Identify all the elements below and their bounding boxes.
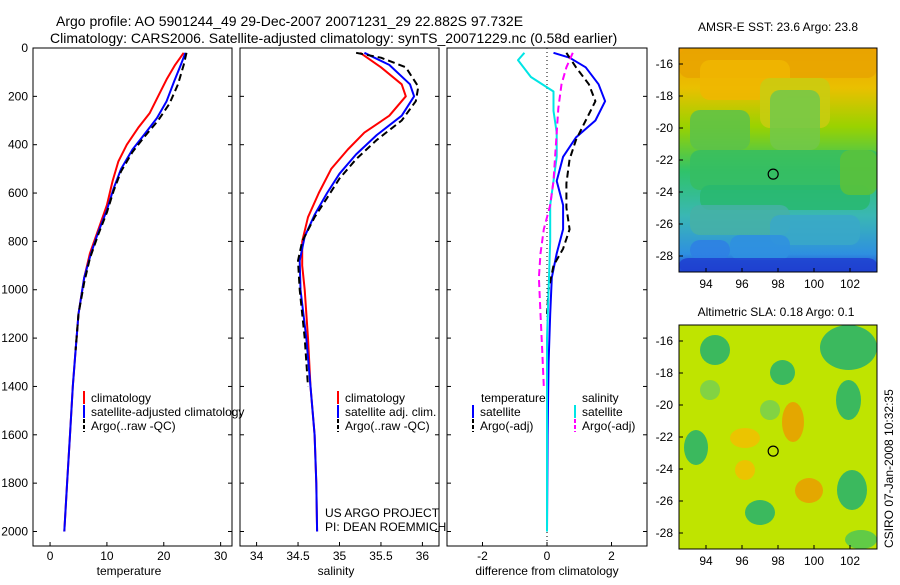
project-annotation-line1: US ARGO PROJECT bbox=[325, 506, 440, 520]
sla-map-ytick-label: -20 bbox=[656, 398, 674, 412]
sst-map-ytick-label: -18 bbox=[656, 89, 674, 103]
figure-title-line2: Climatology: CARS2006. Satellite-adjuste… bbox=[50, 30, 617, 46]
temperature-axes-frame bbox=[32, 47, 233, 547]
sst-map-xtick-label: 96 bbox=[735, 277, 749, 291]
legend-label-satellite-adjusted: satellite-adjusted climatology bbox=[91, 405, 244, 419]
sla-map-title: Altimetric SLA: 0.18 Argo: 0.1 bbox=[698, 305, 855, 319]
legend-label-sal-satellite: satellite bbox=[582, 405, 623, 419]
difference-series-group bbox=[517, 51, 607, 532]
profile-lines-layer bbox=[63, 51, 607, 532]
depth-tick-label: 600 bbox=[8, 186, 28, 200]
difference-xtick-label: 0 bbox=[544, 549, 551, 563]
depth-tick-label: 1600 bbox=[1, 428, 28, 442]
depth-tick-label: 1800 bbox=[1, 476, 28, 490]
sla-map-ytick-label: -28 bbox=[656, 526, 674, 540]
depth-tick-label: 800 bbox=[8, 234, 28, 248]
credit-timestamp: CSIRO 07-Jan-2008 10:32:35 bbox=[882, 389, 896, 548]
salinity-xtick-label: 36 bbox=[416, 549, 430, 563]
difference-series-line-3 bbox=[537, 52, 574, 387]
sla-map-ytick-label: -26 bbox=[656, 494, 674, 508]
difference-legend: temperature salinity satellite Argo(-adj… bbox=[472, 391, 635, 433]
legend-label-satellite-adj: satellite adj. clim. bbox=[345, 405, 436, 419]
legend-label-temp-argo: Argo(-adj) bbox=[480, 419, 533, 433]
salinity-xtick-label: 34 bbox=[250, 549, 264, 563]
difference-series-line-1 bbox=[546, 52, 597, 314]
difference-xtick-label: 2 bbox=[608, 549, 615, 563]
salinity-xtick-label: 34.5 bbox=[286, 549, 310, 563]
sla-map-ytick-label: -22 bbox=[656, 430, 674, 444]
legend-header-salinity: salinity bbox=[582, 391, 619, 405]
temperature-xtick-label: 30 bbox=[214, 549, 228, 563]
sst-map-ytick-label: -28 bbox=[656, 249, 674, 263]
sla-map-ytick-label: -16 bbox=[656, 334, 674, 348]
temperature-xtick-label: 10 bbox=[100, 549, 114, 563]
salinity-series-line-1 bbox=[298, 51, 416, 532]
axis-ticks-layer: 0 10 20 30020040060080010001200140016001800… bbox=[1, 41, 647, 563]
legend-label-climatology: climatology bbox=[345, 391, 405, 405]
sla-map-xtick-label: 100 bbox=[804, 554, 824, 568]
legend-label-argo: Argo(..raw -QC) bbox=[91, 419, 176, 433]
figure-title-line1: Argo profile: AO 5901244_49 29-Dec-2007 … bbox=[56, 13, 523, 29]
sst-map-xtick-label: 94 bbox=[699, 277, 713, 291]
sst-map-image bbox=[679, 48, 877, 272]
difference-series-line-2 bbox=[517, 52, 558, 532]
sla-map-xtick-label: 102 bbox=[840, 554, 860, 568]
salinity-xtick-label: 35.5 bbox=[369, 549, 393, 563]
temperature-xtick-label: 20 bbox=[157, 549, 171, 563]
project-annotation-line2: PI: DEAN ROEMMICH bbox=[325, 520, 446, 534]
difference-xtick-label: -2 bbox=[477, 549, 488, 563]
sst-map-xtick-label: 100 bbox=[804, 277, 824, 291]
legend-label-temp-satellite: satellite bbox=[480, 405, 521, 419]
sla-map-ytick-label: -18 bbox=[656, 366, 674, 380]
sst-map-xtick-label: 98 bbox=[771, 277, 785, 291]
sla-map-xtick-label: 94 bbox=[699, 554, 713, 568]
sla-map-xtick-label: 98 bbox=[771, 554, 785, 568]
depth-tick-label: 1400 bbox=[1, 379, 28, 393]
legend-label-sal-argo: Argo(-adj) bbox=[582, 419, 635, 433]
salinity-xtick-label: 35 bbox=[333, 549, 347, 563]
salinity-axes-frame bbox=[239, 47, 440, 547]
sst-map-ytick-label: -26 bbox=[656, 217, 674, 231]
sla-argo-location-marker bbox=[767, 445, 779, 457]
temperature-series-line-2 bbox=[74, 52, 188, 351]
temperature-xlabel: temperature bbox=[97, 564, 162, 578]
sst-map-xtick-label: 102 bbox=[840, 277, 860, 291]
sst-map-ytick-label: -22 bbox=[656, 153, 674, 167]
sst-map-title: AMSR-E SST: 23.6 Argo: 23.8 bbox=[698, 20, 858, 34]
temperature-legend: climatology satellite-adjusted climatolo… bbox=[83, 391, 244, 433]
sla-map-xtick-label: 96 bbox=[735, 554, 749, 568]
legend-header-temperature: temperature bbox=[481, 391, 546, 405]
sla-map-image bbox=[679, 325, 877, 549]
sst-map-ytick-label: -24 bbox=[656, 185, 674, 199]
legend-label-climatology: climatology bbox=[91, 391, 151, 405]
depth-tick-label: 0 bbox=[21, 41, 28, 55]
sst-map-ytick-label: -20 bbox=[656, 121, 674, 135]
legend-label-argo: Argo(..raw -QC) bbox=[345, 419, 430, 433]
depth-tick-label: 400 bbox=[8, 138, 28, 152]
difference-series-line-0 bbox=[546, 51, 607, 532]
map-ticks-layer: 94 96 98 100 102 -16 -18 -20 -22 -24 -26 -28 94 96 98 1… bbox=[656, 57, 861, 568]
salinity-legend: climatology satellite adj. clim. Argo(..… bbox=[337, 391, 436, 433]
depth-tick-label: 200 bbox=[8, 89, 28, 103]
sla-map-ytick-label: -24 bbox=[656, 462, 674, 476]
sst-argo-location-marker bbox=[767, 168, 779, 180]
temperature-series-group bbox=[63, 52, 188, 532]
salinity-xlabel: salinity bbox=[318, 564, 355, 578]
difference-xlabel: difference from climatology bbox=[475, 564, 618, 578]
salinity-series-group bbox=[297, 51, 420, 532]
depth-tick-label: 2000 bbox=[1, 524, 28, 538]
temperature-xtick-label: 0 bbox=[47, 549, 54, 563]
depth-tick-label: 1000 bbox=[1, 283, 28, 297]
depth-tick-label: 1200 bbox=[1, 331, 28, 345]
sst-map-ytick-label: -16 bbox=[656, 57, 674, 71]
